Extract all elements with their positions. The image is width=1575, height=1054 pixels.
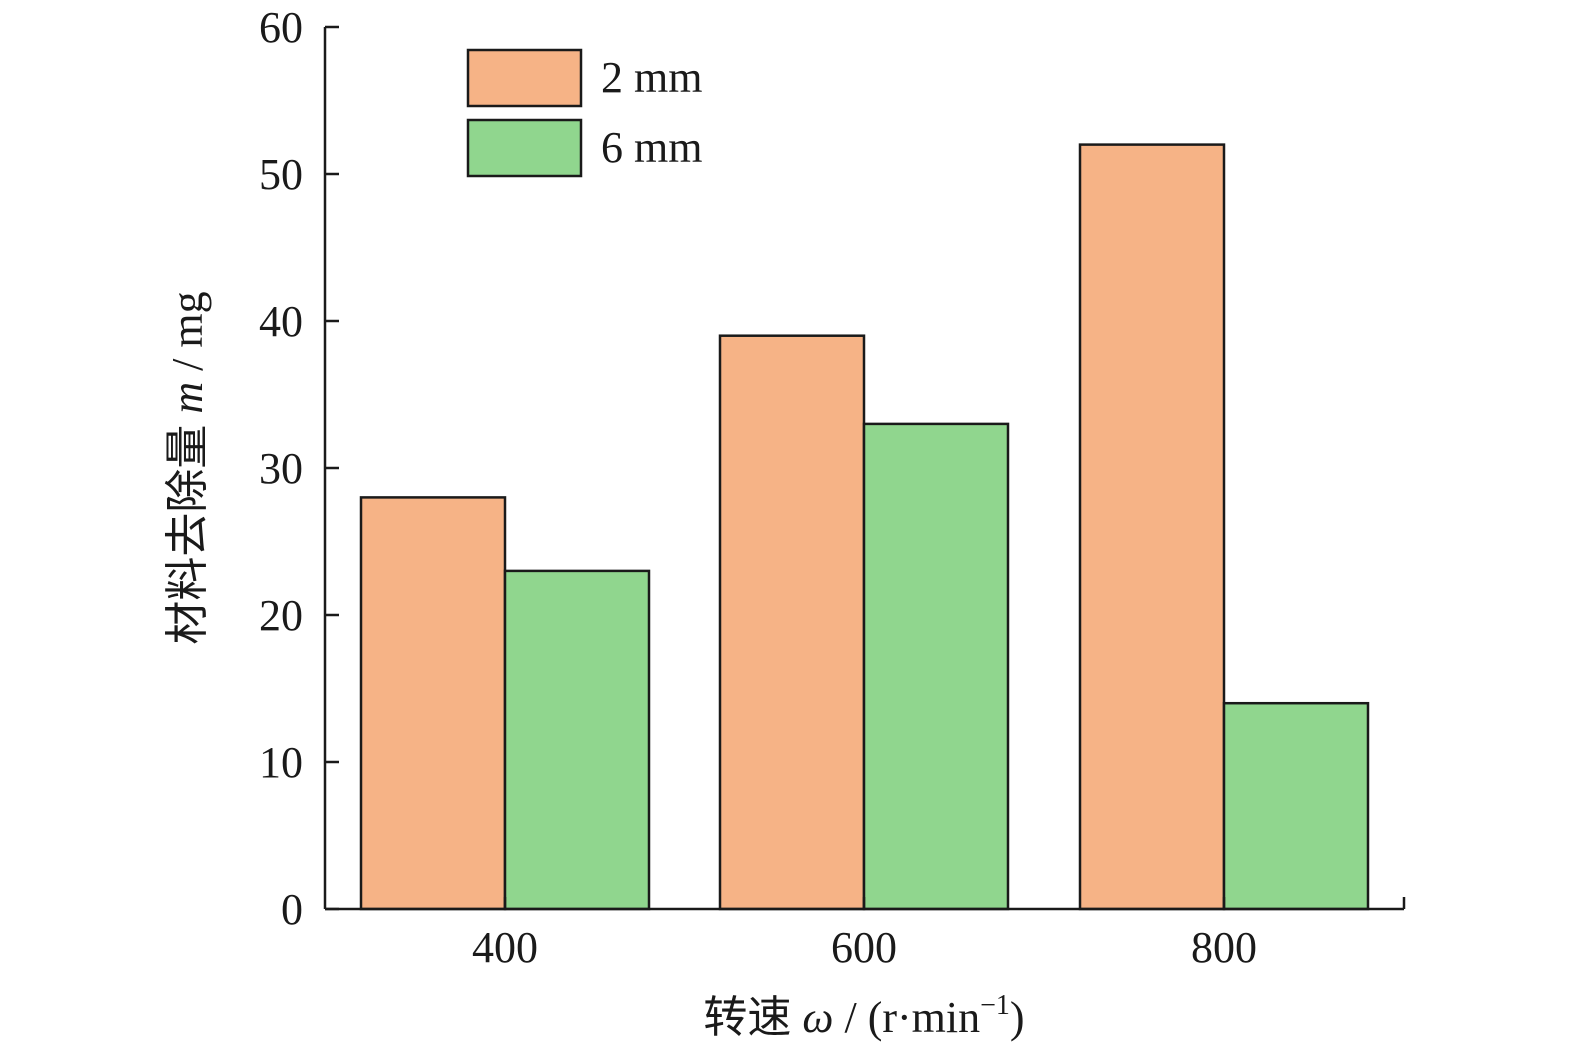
y-axis-title: 材料去除量 m / mg [163,291,212,644]
y-tick-label: 0 [281,885,303,934]
x-tick-label: 800 [1191,923,1257,972]
legend-swatch [466,118,583,178]
x-axis-title-symbol: ω [802,993,833,1042]
bar-2mm-800 [1078,143,1226,911]
legend-swatch [466,48,583,108]
bar-6mm-600 [862,422,1010,911]
bar-2mm-400 [359,496,507,911]
y-tick-label: 10 [259,738,303,787]
x-ticks: 400 600 800 [472,897,1406,972]
x-axis-title-unit-end: ) [1010,993,1025,1042]
legend: 2 mm 6 mm [466,48,702,178]
legend-label: 6 mm [601,123,702,172]
x-tick-label: 400 [472,923,538,972]
y-tick-label: 50 [259,150,303,199]
x-axis-title-unit: / (r·min [833,993,980,1042]
legend-label: 2 mm [601,53,702,102]
bars-layer [359,143,1370,911]
y-axis-title-unit: / mg [163,291,212,381]
y-tick-label: 30 [259,444,303,493]
bar-6mm-400 [503,569,651,911]
y-axis-title-symbol: m [163,382,212,414]
bar-6mm-800 [1222,701,1370,911]
bar-2mm-600 [718,334,866,911]
x-axis-title: 转速 ω / (r·min−1) [703,990,1024,1042]
x-axis-title-prefix: 转速 [703,993,802,1042]
y-axis-title-prefix: 材料去除量 [163,414,212,645]
y-tick-label: 20 [259,591,303,640]
y-ticks: 0 10 20 30 40 50 60 [259,3,339,934]
y-tick-label: 60 [259,3,303,52]
x-tick-label: 600 [831,923,897,972]
y-tick-label: 40 [259,297,303,346]
x-axis-title-superscript: −1 [980,990,1010,1021]
